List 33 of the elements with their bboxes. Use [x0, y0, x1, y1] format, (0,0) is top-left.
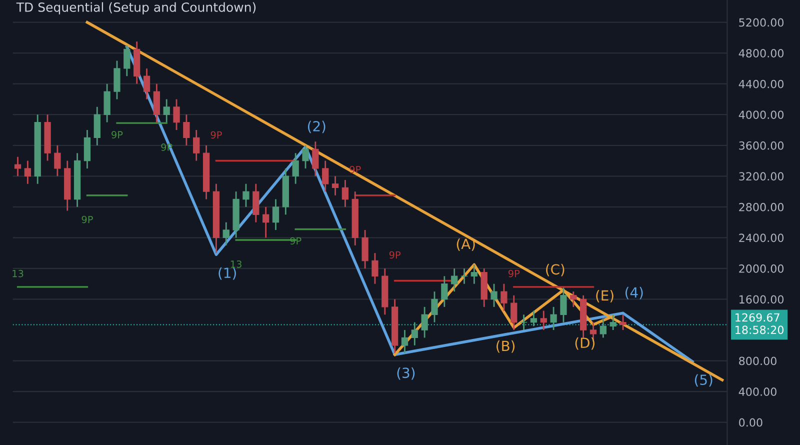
annotation: 9P — [210, 131, 222, 139]
annotation: (5) — [694, 374, 712, 387]
annotation: (D) — [575, 337, 594, 350]
annotation: (C) — [546, 264, 564, 276]
annotation: (A) — [456, 238, 475, 251]
y-tick-label: 2000.00 — [739, 264, 784, 273]
annotation: (4) — [625, 286, 643, 300]
annotation: 9P — [389, 251, 400, 259]
y-tick-label: 3200.00 — [739, 172, 784, 181]
annotation: (2) — [308, 120, 326, 134]
annotation: 9P — [112, 131, 123, 138]
ref-line-label: 1269.67 18:58:20 — [736, 313, 784, 334]
y-tick-label: 1600.00 — [740, 295, 784, 304]
annotation: 9P — [508, 270, 520, 278]
y-tick-label: 4000.00 — [738, 110, 784, 119]
y-tick-label: 5200.00 — [739, 18, 784, 27]
y-tick-label: 2400.00 — [739, 234, 784, 242]
y-tick-label: 400.00 — [738, 388, 776, 396]
annotation: 13 — [230, 260, 242, 268]
chart-title: TD Sequential (Setup and Countdown) — [16, 2, 256, 14]
y-tick-label: 2800.00 — [739, 202, 784, 212]
y-tick-label: 0.00 — [739, 418, 762, 427]
annotation: (1) — [218, 267, 236, 280]
annotation: 9P — [82, 216, 93, 224]
annotation: 9P — [350, 166, 361, 174]
annotation: (E) — [596, 290, 614, 302]
y-tick-label: 4800.00 — [738, 49, 784, 58]
y-tick-label: 3600.00 — [739, 141, 784, 150]
y-tick-label: 4400.00 — [738, 80, 784, 88]
annotation: (3) — [397, 367, 415, 380]
annotation: (B) — [496, 340, 515, 353]
y-tick-label: 800.00 — [739, 356, 776, 366]
annotation: 13 — [12, 270, 24, 278]
